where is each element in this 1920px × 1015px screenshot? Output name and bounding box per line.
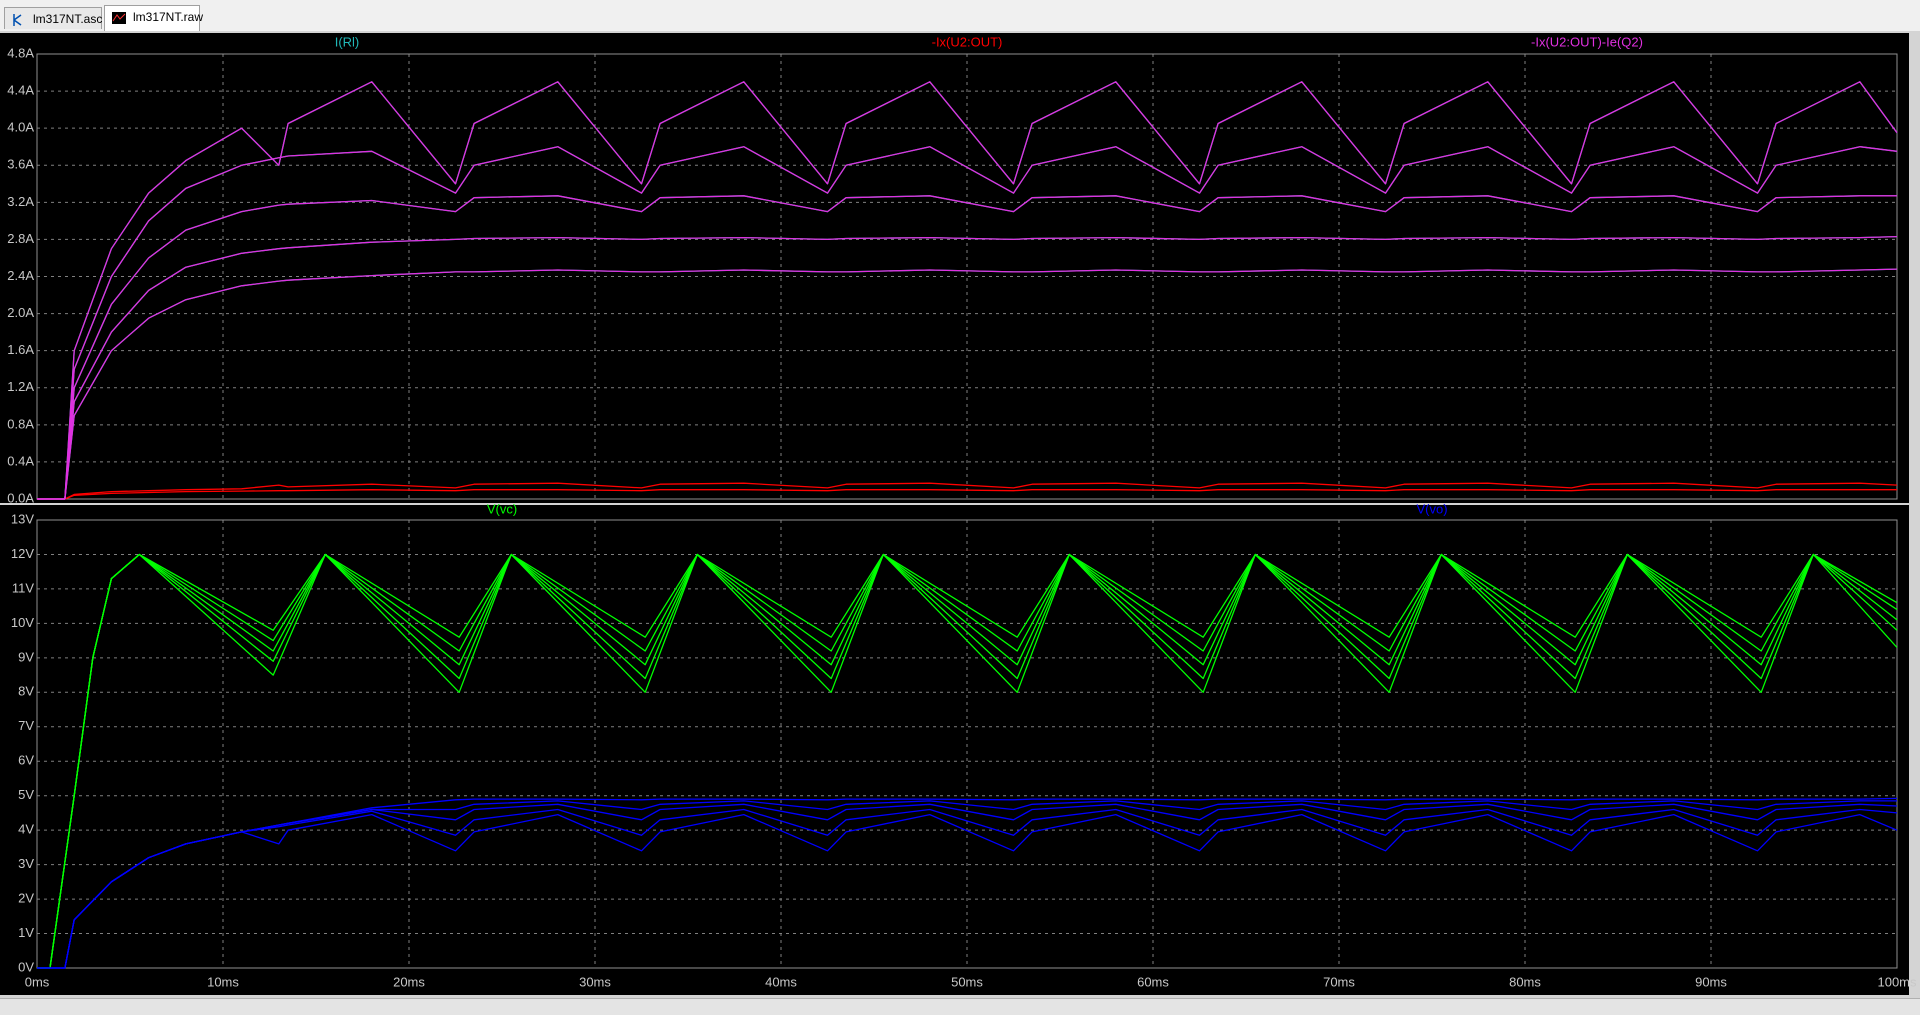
y-tick-label: 11V [12,580,34,595]
status-bar [0,998,1920,1015]
trace-label: -Ix(U2:OUT)-Ie(Q2) [1531,34,1643,49]
waveform-viewer: 0.0A 0.4A 0.8A 1.2A 1.6A 2.0A 2.4A 2.8A 3.2A 3.6A… [0,31,1920,998]
x-tick-label: 20ms [393,974,425,989]
y-tick-label: 5V [18,787,34,802]
y-tick-label: 1.2A [7,379,34,394]
trace [37,195,1897,500]
plot-frame [36,519,1898,969]
y-tick-label: 4.4A [7,83,34,98]
trace [37,81,1898,500]
y-tick-label: 4V [18,822,34,837]
plot-pane [0,505,1909,995]
plot-frame [36,53,1898,500]
y-tick-label: 0.4A [7,453,34,468]
y-tick-label: 6V [18,753,34,768]
y-tick-label: 3V [18,856,34,871]
y-tick-label: 9V [18,649,34,664]
x-tick-label: 100ms [1877,974,1917,989]
y-tick-label: 4.8A [7,45,34,60]
trace [37,268,1898,500]
trace [37,797,1898,969]
tab[interactable]: lm317NT.raw [104,5,204,31]
y-tick-label: 7V [18,718,34,733]
tab-label: lm317NT.raw [133,10,204,24]
tab[interactable]: lm317NT.asc [4,7,102,29]
trace-label: -Ix(U2:OUT) [932,34,1003,49]
trace-label: V(vo) [1416,501,1447,516]
y-tick-label: 12V [11,546,34,561]
trace-label: V(vc) [487,501,517,516]
y-tick-label: 2.8A [7,231,34,246]
waveform-icon [112,12,126,24]
x-tick-label: 80ms [1509,974,1541,989]
x-tick-label: 0ms [25,974,50,989]
y-tick-label: 0.8A [7,416,34,431]
x-tick-label: 50ms [951,974,983,989]
y-tick-label: 13V [11,511,34,526]
y-tick-label: 0.0A [7,490,34,505]
schematic-icon [13,14,22,26]
y-tick-label: 8V [18,684,34,699]
x-tick-label: 30ms [579,974,611,989]
x-tick-label: 90ms [1695,974,1727,989]
y-tick-label: 3.2A [7,194,34,209]
trace [37,489,1897,500]
y-tick-label: 2.0A [7,305,34,320]
y-tick-label: 2V [18,891,34,906]
trace [37,482,1898,500]
trace-label: I(Rl) [335,34,360,49]
y-tick-label: 3.6A [7,157,34,172]
trace [37,553,1898,969]
y-tick-label: 2.4A [7,268,34,283]
x-tick-label: 70ms [1323,974,1355,989]
y-tick-label: 0V [18,959,34,974]
x-tick-label: 40ms [765,974,797,989]
y-tick-label: 1V [18,925,34,940]
trace [37,235,1898,500]
tab-label: lm317NT.asc [33,12,103,26]
plot-pane [0,33,1909,503]
y-tick-label: 10V [11,615,34,630]
x-tick-label: 10ms [207,974,239,989]
y-tick-label: 1.6A [7,342,34,357]
tab-bar: lm317NT.asc lm317NT.raw [0,0,1920,32]
trace [37,146,1898,500]
y-tick-label: 4.0A [7,120,34,135]
x-tick-label: 60ms [1137,974,1169,989]
